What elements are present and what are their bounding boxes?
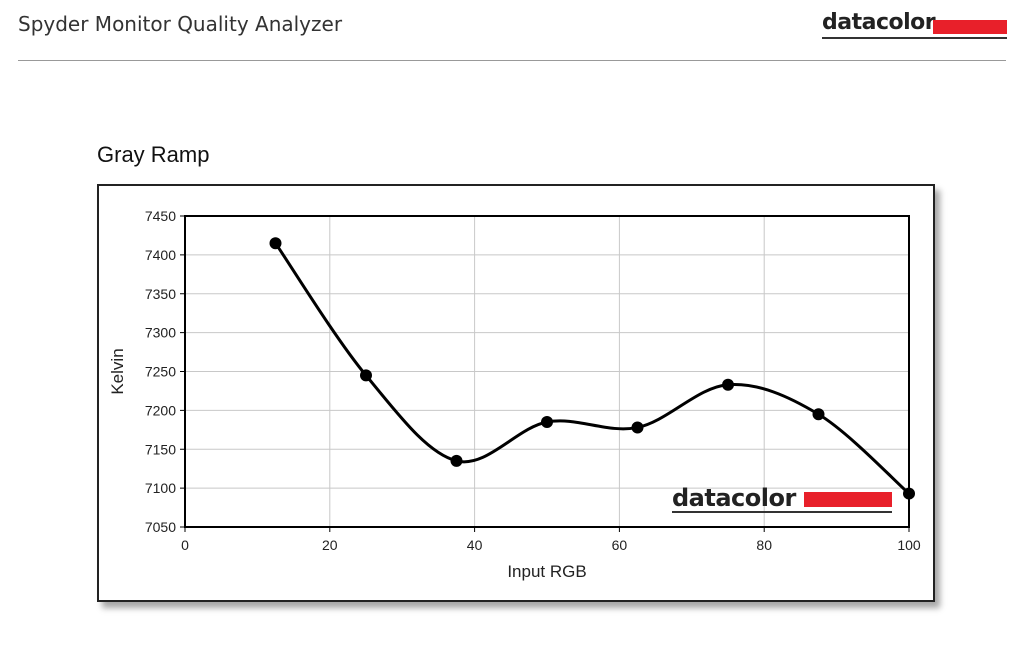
grid-lines xyxy=(184,215,910,528)
x-tick-label: 60 xyxy=(612,537,628,553)
x-tick-label: 100 xyxy=(897,537,921,553)
chart-watermark: datacolor xyxy=(672,484,892,513)
x-tick-label: 20 xyxy=(322,537,338,553)
data-point xyxy=(360,369,372,382)
y-tick-label: 7350 xyxy=(145,286,176,302)
x-axis-label: Input RGB xyxy=(507,562,586,581)
data-point xyxy=(722,378,734,391)
y-tick-label: 7300 xyxy=(145,325,176,341)
data-point xyxy=(269,237,282,250)
logo-red-bar xyxy=(933,20,1007,34)
data-point xyxy=(450,454,463,467)
app-title: Spyder Monitor Quality Analyzer xyxy=(18,12,343,36)
y-tick-label: 7400 xyxy=(145,247,176,263)
datacolor-logo: datacolor xyxy=(822,10,1008,42)
watermark-underline xyxy=(672,511,892,513)
x-tick-label: 40 xyxy=(467,537,483,553)
section-title: Gray Ramp xyxy=(97,142,210,167)
chart-frame: datacolor 7050 7100 7150 7200 7250 7300 7350 74… xyxy=(97,184,935,602)
x-tick-label: 0 xyxy=(181,537,189,553)
y-tick-label: 7450 xyxy=(145,208,176,224)
series-line xyxy=(274,242,910,495)
y-tick-label: 7250 xyxy=(145,364,176,380)
logo-wordmark: datacolor xyxy=(822,10,936,35)
data-point xyxy=(541,416,553,429)
data-point xyxy=(812,408,825,421)
gray-ramp-chart: datacolor 7050 7100 7150 7200 7250 7300 7350 74… xyxy=(108,208,921,581)
header-divider xyxy=(18,60,1006,61)
data-point xyxy=(631,421,644,434)
watermark-red-bar xyxy=(804,492,892,507)
y-tick-label: 7200 xyxy=(145,402,176,418)
data-point xyxy=(903,487,915,500)
y-tick-label: 7150 xyxy=(145,441,176,457)
axis-ticks: 7050 7100 7150 7200 7250 7300 7350 7400 7450 0 20 4… xyxy=(145,208,921,553)
watermark-wordmark: datacolor xyxy=(672,484,796,512)
y-tick-label: 7100 xyxy=(145,480,176,496)
x-tick-label: 80 xyxy=(756,537,772,553)
y-axis-label: Kelvin xyxy=(108,348,127,394)
data-points xyxy=(269,237,915,500)
y-tick-label: 7050 xyxy=(145,519,176,535)
logo-underline xyxy=(822,37,1007,39)
